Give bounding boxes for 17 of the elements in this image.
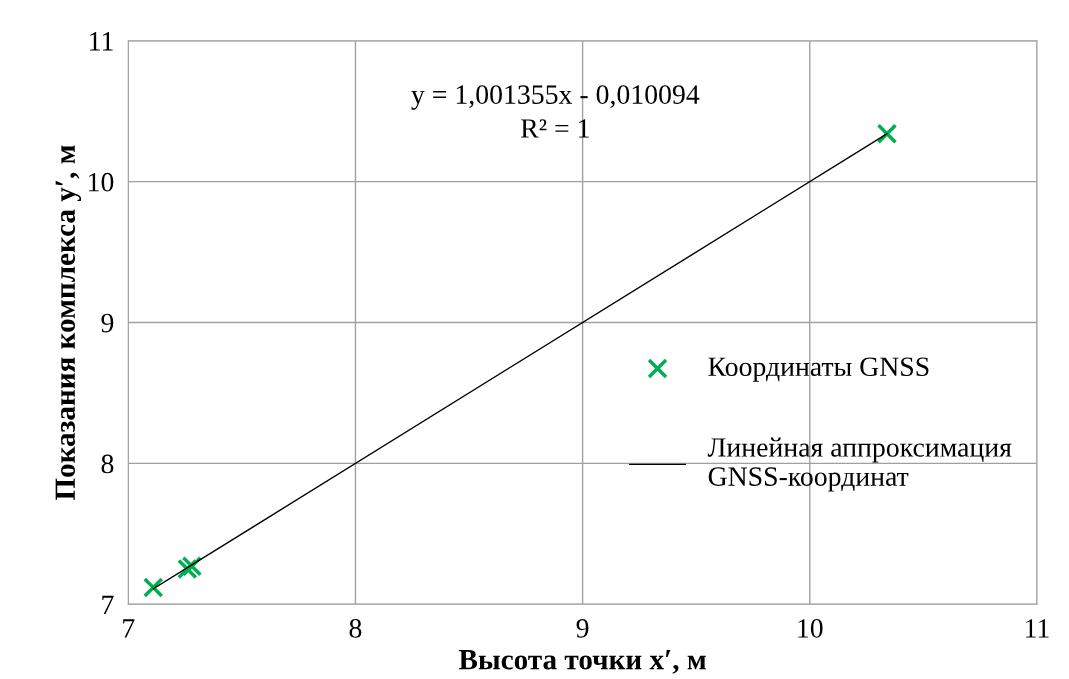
x-tick-label: 10 (798, 619, 823, 638)
y-tick-label: 8 (101, 454, 114, 474)
y-tick-label: 9 (101, 313, 114, 333)
point (143, 577, 164, 598)
x-tick-label: 9 (576, 619, 589, 638)
x-tick-label: 7 (123, 619, 135, 638)
legend-label: Координаты GNSS (708, 357, 929, 382)
annotation: y = 1,001355x - 0,010094 (411, 85, 700, 110)
annotation: R² = 1 (520, 119, 589, 138)
y-axis-title: Показания комплекса y′, м (55, 145, 82, 501)
y-tick-label: 10 (89, 172, 114, 192)
x-tick-label: 11 (1026, 619, 1049, 638)
x-axis-title: Высота точки x′, м (458, 650, 706, 674)
y-tick-label: 11 (90, 32, 113, 51)
y-tick-label: 7 (102, 595, 114, 614)
legend-label: Линейная аппроксимация GNSS-координат (707, 437, 1012, 492)
x-tick-label: 8 (349, 619, 362, 638)
